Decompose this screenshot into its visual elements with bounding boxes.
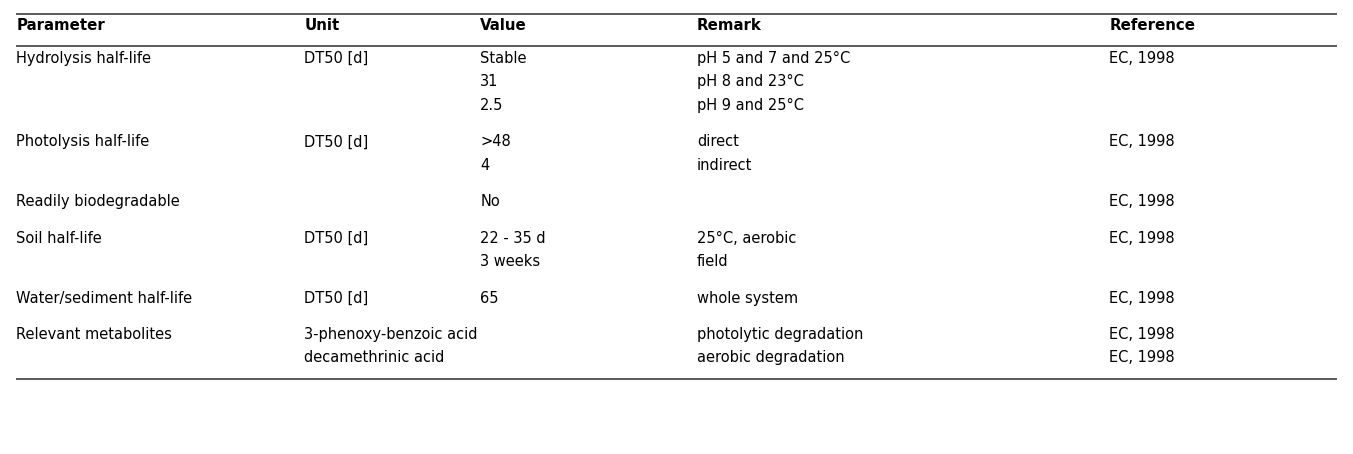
Text: Photolysis half-life: Photolysis half-life [16, 134, 149, 149]
Text: indirect: indirect [697, 158, 752, 173]
Text: Unit: Unit [304, 18, 340, 33]
Text: Readily biodegradable: Readily biodegradable [16, 194, 180, 209]
Text: EC, 1998: EC, 1998 [1109, 350, 1176, 365]
Text: Soil half-life: Soil half-life [16, 231, 101, 246]
Text: Hydrolysis half-life: Hydrolysis half-life [16, 51, 152, 66]
Text: DT50 [d]: DT50 [d] [304, 291, 368, 306]
Text: DT50 [d]: DT50 [d] [304, 51, 368, 66]
Text: Water/sediment half-life: Water/sediment half-life [16, 291, 192, 306]
Text: photolytic degradation: photolytic degradation [697, 327, 863, 342]
Text: 3-phenoxy-benzoic acid: 3-phenoxy-benzoic acid [304, 327, 478, 342]
Text: Parameter: Parameter [16, 18, 106, 33]
Text: EC, 1998: EC, 1998 [1109, 134, 1176, 149]
Text: DT50 [d]: DT50 [d] [304, 231, 368, 246]
Text: whole system: whole system [697, 291, 798, 306]
Text: EC, 1998: EC, 1998 [1109, 291, 1176, 306]
Text: 65: 65 [480, 291, 499, 306]
Text: direct: direct [697, 134, 739, 149]
Text: EC, 1998: EC, 1998 [1109, 231, 1176, 246]
Text: decamethrinic acid: decamethrinic acid [304, 350, 445, 365]
Text: >48: >48 [480, 134, 511, 149]
Text: 31: 31 [480, 74, 499, 89]
Text: EC, 1998: EC, 1998 [1109, 51, 1176, 66]
Text: pH 9 and 25°C: pH 9 and 25°C [697, 98, 804, 113]
Text: Remark: Remark [697, 18, 762, 33]
Text: pH 8 and 23°C: pH 8 and 23°C [697, 74, 804, 89]
Text: EC, 1998: EC, 1998 [1109, 194, 1176, 209]
Text: DT50 [d]: DT50 [d] [304, 134, 368, 149]
Text: 22 - 35 d: 22 - 35 d [480, 231, 547, 246]
Text: Relevant metabolites: Relevant metabolites [16, 327, 172, 342]
Text: aerobic degradation: aerobic degradation [697, 350, 844, 365]
Text: No: No [480, 194, 501, 209]
Text: 3 weeks: 3 weeks [480, 254, 540, 269]
Text: 2.5: 2.5 [480, 98, 503, 113]
Text: EC, 1998: EC, 1998 [1109, 327, 1176, 342]
Text: field: field [697, 254, 728, 269]
Text: 4: 4 [480, 158, 490, 173]
Text: pH 5 and 7 and 25°C: pH 5 and 7 and 25°C [697, 51, 850, 66]
Text: Stable: Stable [480, 51, 526, 66]
Text: Value: Value [480, 18, 528, 33]
Text: Reference: Reference [1109, 18, 1196, 33]
Text: 25°C, aerobic: 25°C, aerobic [697, 231, 796, 246]
